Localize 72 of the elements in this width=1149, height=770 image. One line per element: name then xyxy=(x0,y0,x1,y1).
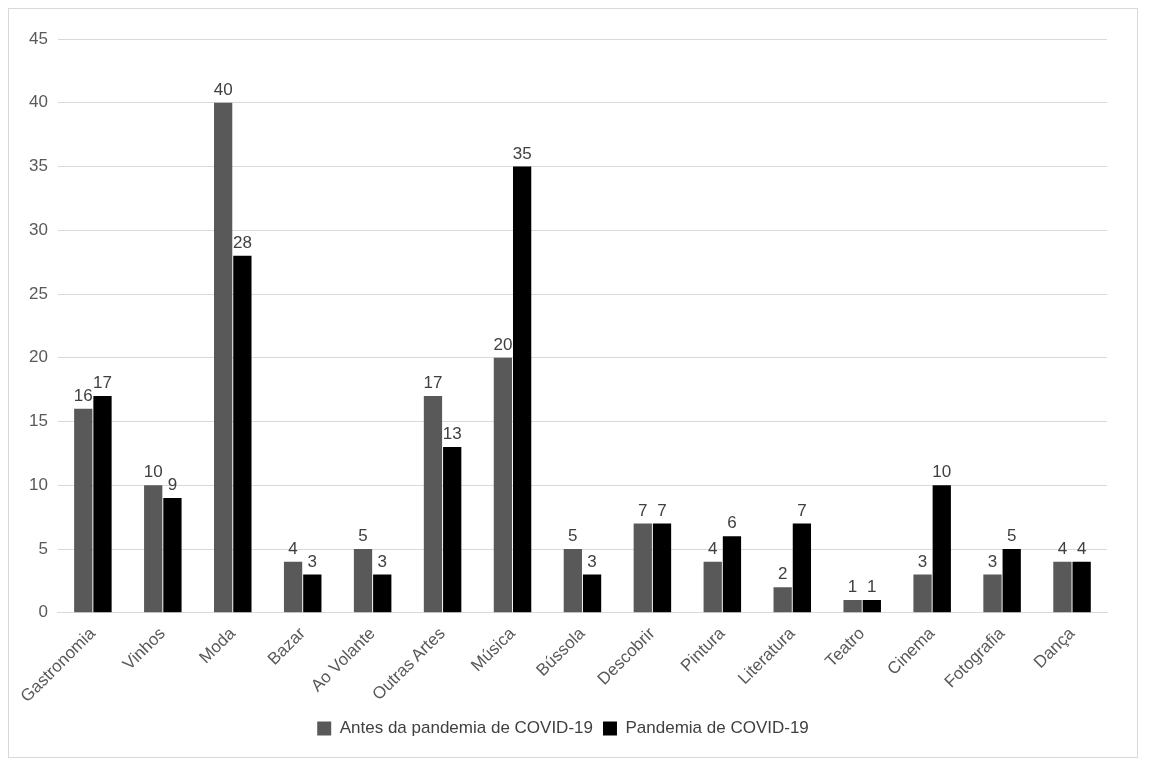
y-tick-label: 10 xyxy=(28,474,48,494)
y-tick-label: 45 xyxy=(28,28,48,48)
bar xyxy=(652,523,672,613)
data-label: 3 xyxy=(917,551,928,571)
data-label: 17 xyxy=(93,373,112,393)
bar xyxy=(1002,549,1021,613)
y-tick-label: 40 xyxy=(28,92,48,112)
bar xyxy=(843,600,862,613)
bar xyxy=(932,485,951,613)
y-tick-label: 25 xyxy=(28,283,48,303)
data-label: 4 xyxy=(1076,538,1087,558)
bar xyxy=(633,523,652,613)
data-label: 5 xyxy=(1006,526,1017,546)
y-tick-label: 30 xyxy=(28,219,48,239)
bar xyxy=(773,587,792,613)
bar xyxy=(862,600,881,613)
bar xyxy=(983,574,1002,613)
data-label: 7 xyxy=(638,500,648,520)
y-tick-label: 20 xyxy=(28,347,48,367)
y-tick-label: 15 xyxy=(28,411,48,431)
data-label: 9 xyxy=(167,475,178,495)
data-label: 17 xyxy=(423,373,443,393)
y-tick-label: 0 xyxy=(38,602,48,622)
bar xyxy=(513,166,532,613)
bar xyxy=(144,485,163,613)
data-label: 1 xyxy=(847,577,858,597)
data-label: 16 xyxy=(73,385,93,405)
bar xyxy=(1053,561,1072,613)
bar xyxy=(1072,561,1091,613)
data-label: 7 xyxy=(797,500,807,520)
data-label: 5 xyxy=(568,526,578,546)
bar xyxy=(423,396,443,613)
data-label: 7 xyxy=(657,500,667,520)
bar xyxy=(792,523,812,613)
data-label: 10 xyxy=(143,462,163,482)
data-label: 6 xyxy=(727,513,737,533)
bar xyxy=(93,396,112,613)
bar xyxy=(913,574,932,613)
bar xyxy=(214,102,233,613)
legend-label: Pandemia de COVID-19 xyxy=(625,718,809,738)
data-label: 3 xyxy=(377,551,387,571)
bar xyxy=(74,408,93,613)
bar xyxy=(443,447,462,613)
bar xyxy=(303,574,322,613)
data-label: 5 xyxy=(358,526,368,546)
data-label: 2 xyxy=(777,564,788,584)
bar xyxy=(353,549,373,613)
data-label: 4 xyxy=(1057,538,1068,558)
data-label: 13 xyxy=(442,424,462,444)
data-label: 3 xyxy=(587,551,597,571)
y-tick-label: 5 xyxy=(38,538,48,558)
bar xyxy=(493,357,513,613)
data-label: 40 xyxy=(213,79,233,99)
bar xyxy=(582,574,602,613)
data-label: 35 xyxy=(512,143,532,163)
bar xyxy=(283,561,303,613)
data-label: 20 xyxy=(493,334,513,354)
data-label: 3 xyxy=(307,551,318,571)
y-tick-label: 35 xyxy=(28,156,48,176)
bar xyxy=(233,255,252,613)
data-label: 4 xyxy=(288,538,298,558)
data-label: 10 xyxy=(932,462,952,482)
bar xyxy=(722,536,742,613)
bar xyxy=(163,498,182,613)
data-label: 4 xyxy=(707,538,718,558)
bar xyxy=(373,574,392,613)
bar xyxy=(703,561,722,613)
legend-label: Antes da pandemia de COVID-19 xyxy=(339,718,593,738)
data-label: 3 xyxy=(987,551,998,571)
data-label: 28 xyxy=(232,232,252,252)
bar xyxy=(563,549,582,613)
data-label: 1 xyxy=(867,577,877,597)
